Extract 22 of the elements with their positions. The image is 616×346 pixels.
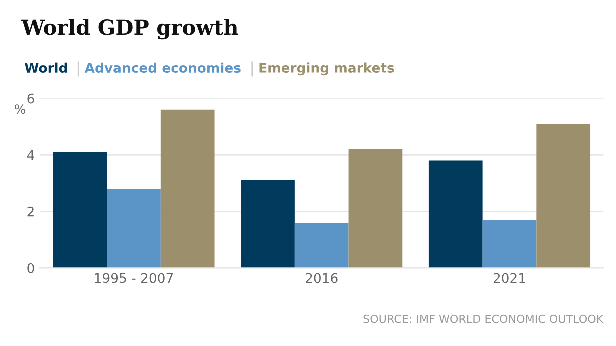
bar <box>428 160 483 268</box>
bar <box>294 222 349 268</box>
y-axis-title: % <box>15 104 26 114</box>
y-tick-label: 4 <box>27 150 34 160</box>
bar <box>482 220 537 268</box>
text: Emerging markets <box>260 62 394 76</box>
bar <box>53 152 108 268</box>
y-tick-label: 2 <box>28 206 34 217</box>
bar <box>241 180 295 268</box>
x-tick-label: 1995 - 2007 <box>95 273 174 284</box>
bar <box>348 149 403 268</box>
x-tick-label: 2021 <box>494 273 526 284</box>
text: World <box>25 62 68 74</box>
chart-title: World GDP growth <box>21 19 238 40</box>
bar <box>536 124 591 268</box>
x-tick-label: 2016 <box>306 273 338 284</box>
source-note: SOURCE: IMF WORLD ECONOMIC OUTLOOK <box>364 314 604 324</box>
bar <box>107 189 161 268</box>
y-tick-label: 0 <box>28 263 34 274</box>
text: Advanced economies <box>84 62 241 74</box>
bar <box>160 110 215 268</box>
y-tick-label: 6 <box>28 94 34 104</box>
